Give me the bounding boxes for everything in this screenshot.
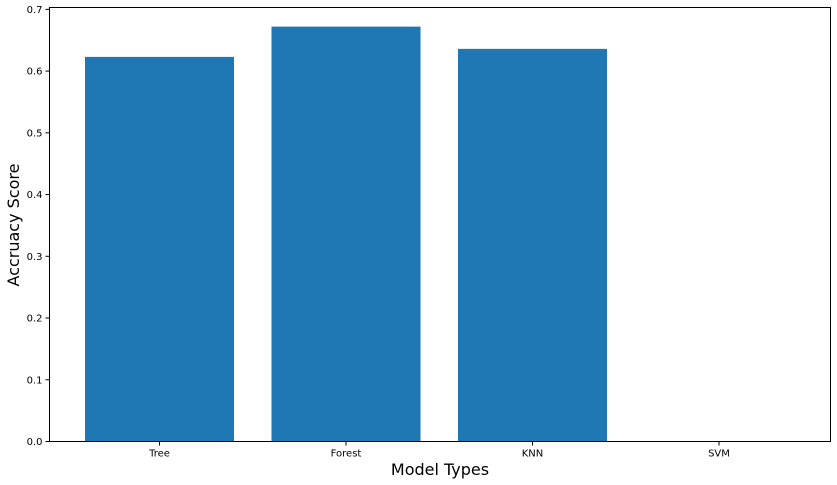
y-axis-title: Accruacy Score (4, 164, 23, 287)
y-tick-label: 0.6 (27, 67, 43, 78)
y-tick-label: 0.3 (27, 252, 43, 263)
x-tick-label: Tree (148, 449, 170, 460)
bar-tree (85, 56, 234, 442)
bar-forest (271, 26, 421, 442)
x-axis: Tree Forest KNN SVM (148, 441, 730, 460)
x-axis-title: Model Types (391, 460, 489, 479)
y-tick-label: 0.2 (27, 314, 43, 325)
y-tick-label: 0.0 (27, 437, 43, 448)
y-tick-label: 0.7 (27, 5, 43, 16)
bar-knn (458, 48, 607, 442)
x-tick-label: KNN (522, 449, 544, 460)
bars-group (85, 26, 607, 442)
x-tick-label: SVM (708, 449, 730, 460)
y-tick-label: 0.5 (27, 128, 43, 139)
y-axis: 0.0 0.1 0.2 0.3 0.4 0.5 0.6 0.7 (27, 5, 50, 448)
plot-frame (49, 7, 831, 442)
y-tick-label: 0.4 (27, 190, 43, 201)
x-tick-label: Forest (331, 449, 362, 460)
y-tick-label: 0.1 (27, 375, 43, 386)
